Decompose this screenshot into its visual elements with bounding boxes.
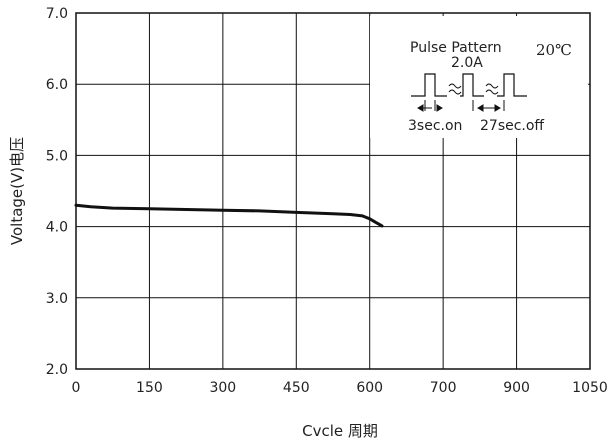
temperature: 20℃ <box>536 41 572 59</box>
x-tick-label: 450 <box>283 380 310 396</box>
x-tick-label: 900 <box>503 380 530 396</box>
y-tick-label: 6.0 <box>46 77 68 93</box>
y-tick-label: 2.0 <box>46 362 68 378</box>
plot-frame <box>75 12 591 370</box>
break-mark-1 <box>448 83 462 95</box>
on-duration-arrow <box>417 100 443 112</box>
y-axis-label: Voltage(V)电压 <box>8 137 26 245</box>
y-axis: 2.0 3.0 4.0 5.0 6.0 7.0 <box>46 6 68 378</box>
pulse-pattern-inset: Pulse Pattern 2.0A 20℃ 3sec.on 27sec.off <box>370 16 588 138</box>
y-tick-label: 4.0 <box>46 220 68 236</box>
x-axis-label: Cvcle 周期 <box>302 422 378 440</box>
pulse-waveform-a <box>411 73 447 97</box>
inset-box <box>370 16 588 138</box>
series-layer <box>74 203 384 228</box>
y-tick-label: 3.0 <box>46 291 68 307</box>
x-tick-label: 700 <box>430 380 457 396</box>
x-tick-label: 300 <box>209 380 236 396</box>
voltage-series-line <box>74 203 384 228</box>
pulse-pattern-title: Pulse Pattern <box>410 40 502 56</box>
x-tick-label: 1050 <box>572 380 607 396</box>
x-tick-label: 150 <box>136 380 163 396</box>
pulse-waveform-b <box>460 73 484 97</box>
pulse-current: 2.0A <box>451 55 483 71</box>
x-tick-label: 0 <box>72 380 81 396</box>
y-tick-label: 5.0 <box>46 148 68 164</box>
off-duration-label: 27sec.off <box>480 118 544 134</box>
on-duration-label: 3sec.on <box>408 118 462 134</box>
x-axis: 0 150 300 450 600 700 900 1050 <box>72 380 607 396</box>
break-mark-2 <box>485 83 499 95</box>
y-tick-label: 7.0 <box>46 6 68 22</box>
x-tick-label: 600 <box>356 380 383 396</box>
off-duration-arrow <box>472 100 505 112</box>
pulse-waveform-c <box>497 73 527 97</box>
